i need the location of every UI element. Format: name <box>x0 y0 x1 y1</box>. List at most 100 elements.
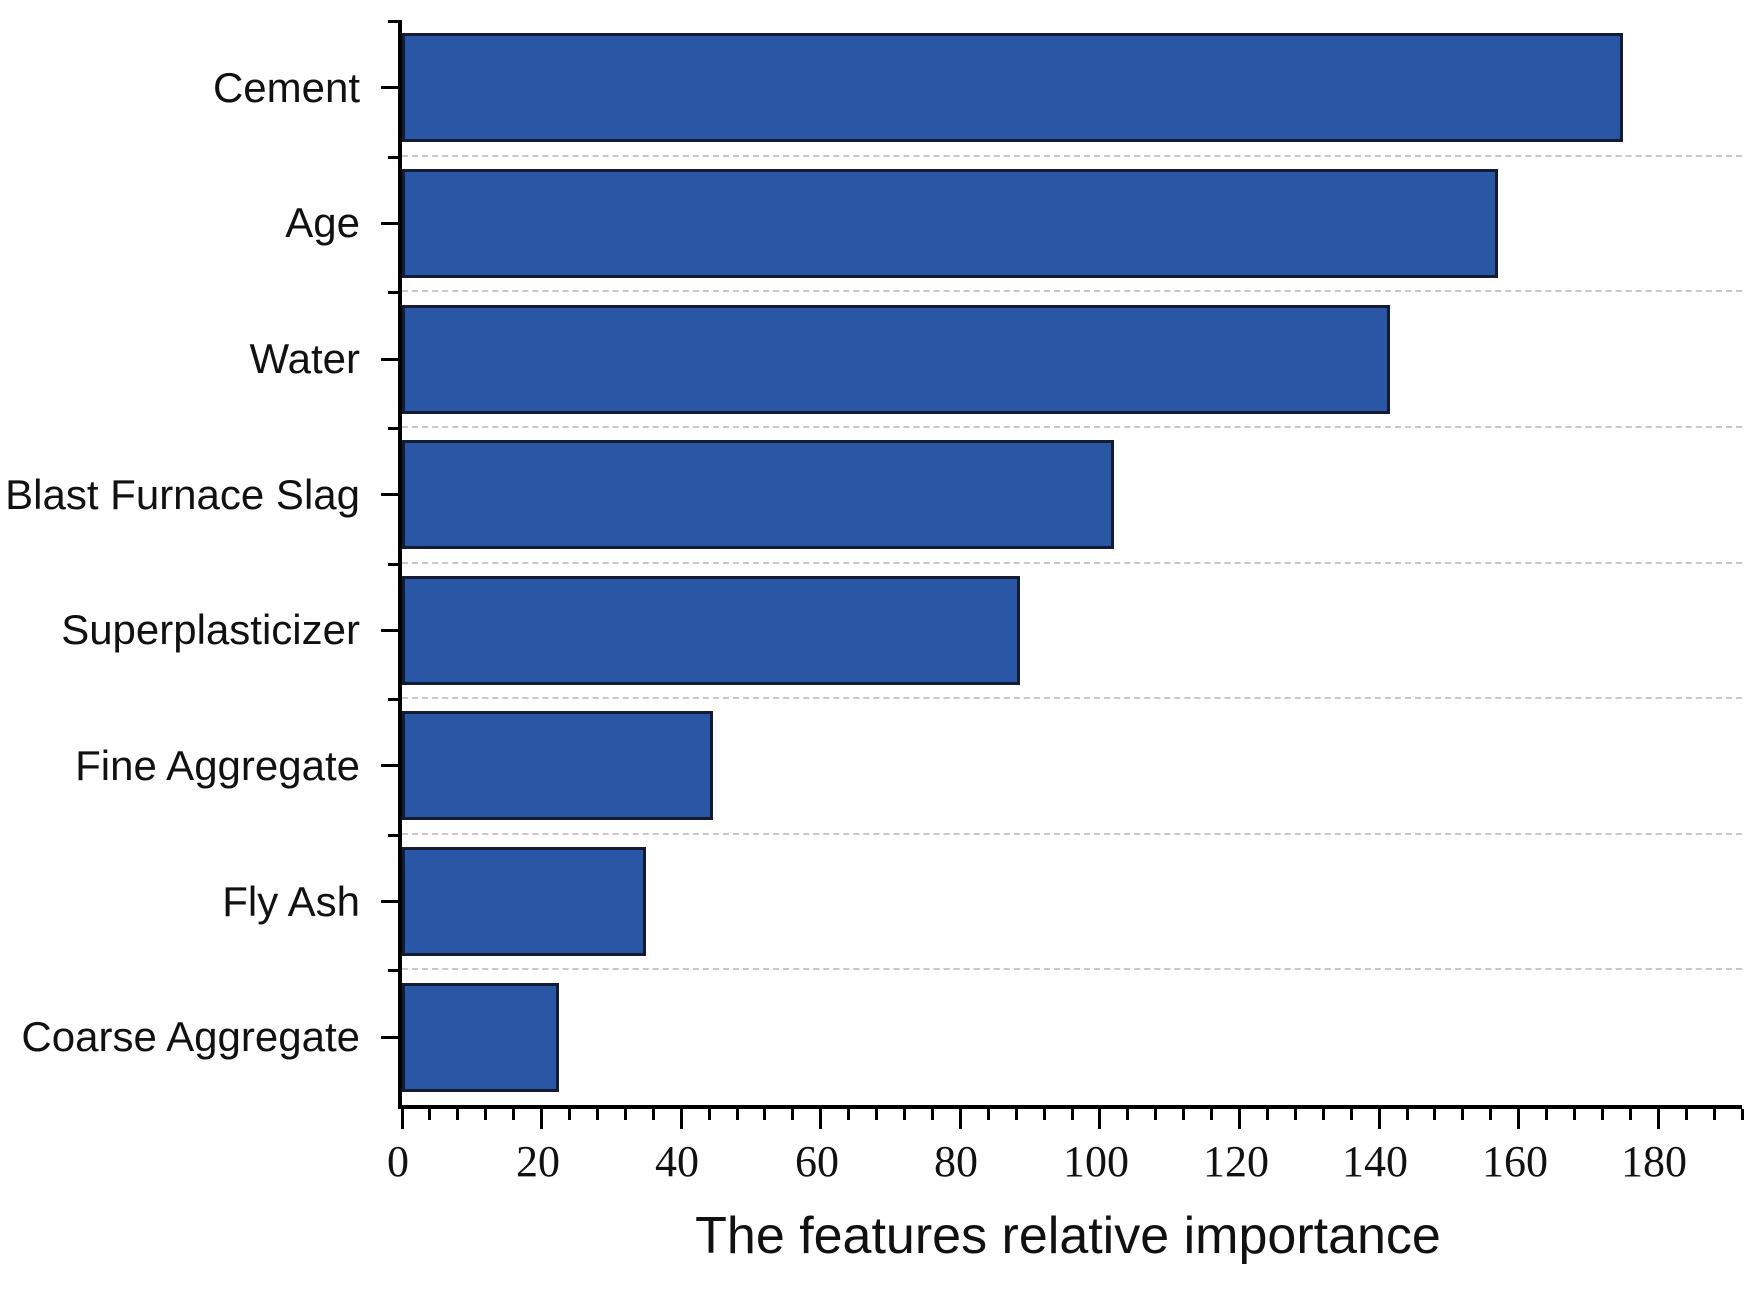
x-tick-label: 40 <box>655 1137 699 1186</box>
x-minor-tick <box>1154 1109 1157 1120</box>
gridline <box>402 968 1742 971</box>
bar <box>402 983 559 1092</box>
y-major-tick <box>381 493 398 496</box>
bar <box>402 33 1623 142</box>
gridline <box>402 290 1742 293</box>
gridline <box>402 154 1742 157</box>
x-minor-tick <box>763 1109 766 1120</box>
bar <box>402 847 646 956</box>
y-major-tick <box>381 86 398 89</box>
x-minor-tick <box>512 1109 515 1120</box>
x-major-tick <box>1378 1109 1381 1129</box>
x-tick-label: 120 <box>1203 1137 1269 1186</box>
x-minor-tick <box>456 1109 459 1120</box>
gridline <box>402 561 1742 564</box>
x-tick-label: 100 <box>1063 1137 1129 1186</box>
x-minor-tick <box>1406 1109 1409 1120</box>
x-tick-label: 20 <box>516 1137 560 1186</box>
x-minor-tick <box>1573 1109 1576 1120</box>
y-minor-tick <box>388 291 398 294</box>
bar <box>402 711 713 820</box>
y-minor-tick <box>388 834 398 837</box>
x-major-tick <box>959 1109 962 1129</box>
y-category-label: Blast Furnace Slag <box>5 471 360 518</box>
y-category-label: Superplasticizer <box>61 606 360 653</box>
bar <box>402 576 1020 685</box>
x-major-tick <box>540 1109 543 1129</box>
y-category-label: Cement <box>212 64 360 111</box>
x-minor-tick <box>1601 1109 1604 1120</box>
x-tick-label: 80 <box>934 1137 978 1186</box>
y-major-tick <box>381 1036 398 1039</box>
x-major-tick <box>819 1109 822 1129</box>
x-axis-title: The features relative importance <box>695 1207 1441 1265</box>
x-minor-tick <box>1182 1109 1185 1120</box>
x-minor-tick <box>931 1109 934 1120</box>
y-minor-tick <box>388 20 398 23</box>
x-major-tick <box>1517 1109 1520 1129</box>
gridline <box>402 697 1742 700</box>
bar <box>402 169 1498 278</box>
y-minor-tick <box>388 969 398 972</box>
x-tick-label: 180 <box>1621 1137 1687 1186</box>
x-minor-tick <box>624 1109 627 1120</box>
y-category-label: Water <box>249 335 360 382</box>
y-minor-tick <box>388 698 398 701</box>
x-minor-tick <box>1433 1109 1436 1120</box>
y-major-tick <box>381 764 398 767</box>
y-major-tick <box>381 629 398 632</box>
x-minor-tick <box>1126 1109 1129 1120</box>
y-minor-tick <box>388 156 398 159</box>
gridline <box>402 425 1742 428</box>
y-category-label: Fly Ash <box>222 878 360 925</box>
y-major-tick <box>381 222 398 225</box>
x-minor-tick <box>652 1109 655 1120</box>
x-major-tick <box>1098 1109 1101 1129</box>
x-minor-tick <box>987 1109 990 1120</box>
gridline <box>402 832 1742 835</box>
x-minor-tick <box>1685 1109 1688 1120</box>
x-minor-tick <box>791 1109 794 1120</box>
x-minor-tick <box>1210 1109 1213 1120</box>
y-minor-tick <box>388 563 398 566</box>
y-category-label: Coarse Aggregate <box>21 1013 360 1060</box>
x-minor-tick <box>875 1109 878 1120</box>
x-major-tick <box>401 1109 404 1129</box>
x-minor-tick <box>1071 1109 1074 1120</box>
x-minor-tick <box>428 1109 431 1120</box>
x-tick-label: 160 <box>1482 1137 1548 1186</box>
y-category-label: Fine Aggregate <box>75 742 360 789</box>
x-minor-tick <box>596 1109 599 1120</box>
y-minor-tick <box>388 427 398 430</box>
x-minor-tick <box>1713 1109 1716 1120</box>
x-minor-tick <box>1350 1109 1353 1120</box>
x-minor-tick <box>1741 1109 1744 1120</box>
y-category-label: Age <box>285 199 360 246</box>
bar <box>402 305 1390 414</box>
x-minor-tick <box>1015 1109 1018 1120</box>
x-major-tick <box>1657 1109 1660 1129</box>
x-minor-tick <box>1545 1109 1548 1120</box>
x-tick-label: 0 <box>387 1137 409 1186</box>
x-minor-tick <box>1322 1109 1325 1120</box>
x-tick-label: 140 <box>1342 1137 1408 1186</box>
x-minor-tick <box>484 1109 487 1120</box>
x-minor-tick <box>736 1109 739 1120</box>
x-minor-tick <box>1266 1109 1269 1120</box>
x-major-tick <box>1238 1109 1241 1129</box>
x-minor-tick <box>1043 1109 1046 1120</box>
x-minor-tick <box>1294 1109 1297 1120</box>
x-tick-label: 60 <box>795 1137 839 1186</box>
plot-area <box>381 20 1744 1129</box>
x-minor-tick <box>1461 1109 1464 1120</box>
x-minor-tick <box>568 1109 571 1120</box>
y-major-tick <box>381 358 398 361</box>
x-major-tick <box>680 1109 683 1129</box>
x-minor-tick <box>1489 1109 1492 1120</box>
bar <box>402 440 1114 549</box>
y-major-tick <box>381 900 398 903</box>
x-minor-tick <box>847 1109 850 1120</box>
x-minor-tick <box>1629 1109 1632 1120</box>
x-minor-tick <box>903 1109 906 1120</box>
